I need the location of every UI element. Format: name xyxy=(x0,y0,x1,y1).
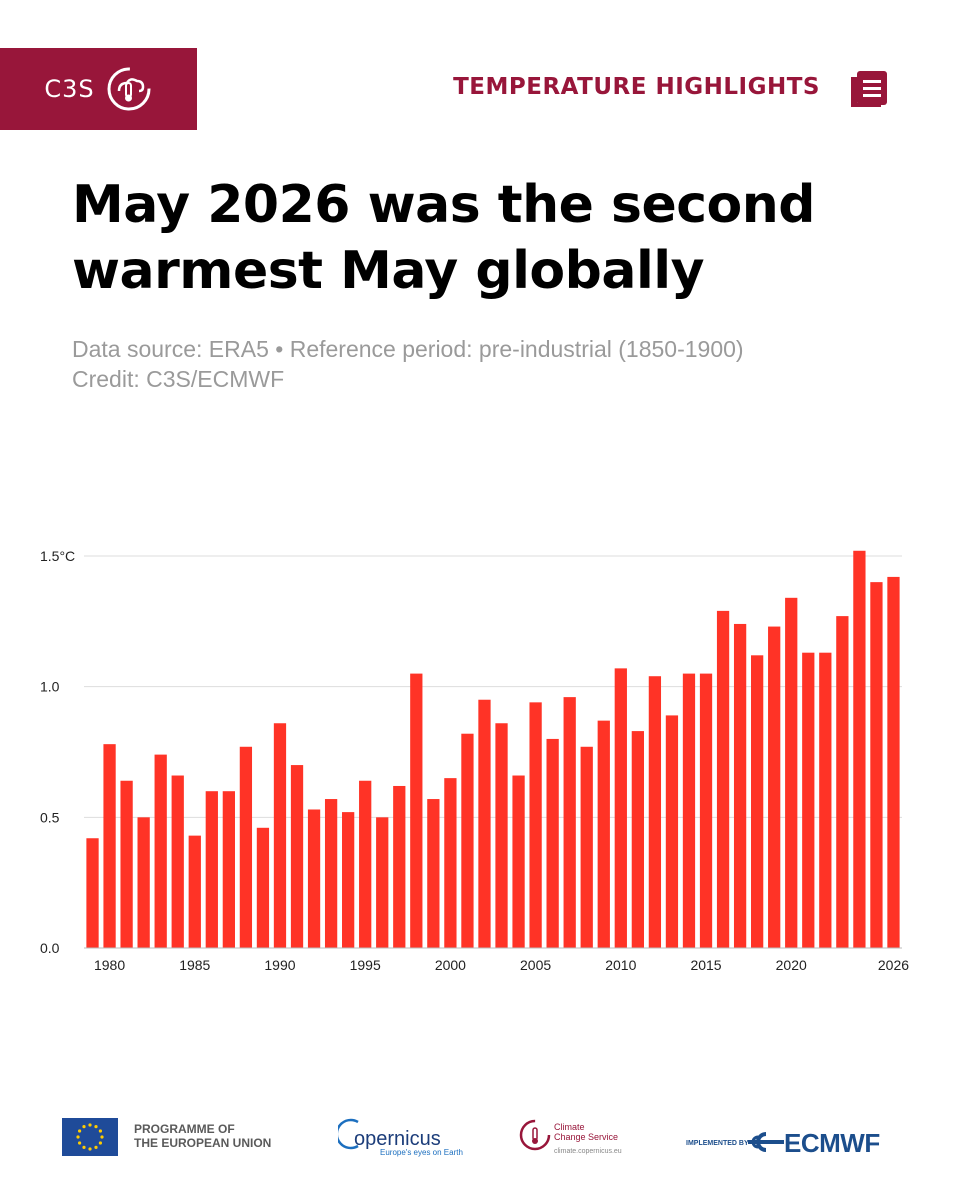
x-tick-label: 1990 xyxy=(264,957,295,973)
brand-banner: C3S xyxy=(0,48,197,130)
eu-line-1: PROGRAMME OF xyxy=(134,1122,235,1136)
bar-1981 xyxy=(120,780,133,948)
ccs-line-2: Change Service xyxy=(554,1132,619,1142)
eu-line-2: THE EUROPEAN UNION xyxy=(134,1136,272,1150)
bar-2007 xyxy=(563,697,576,948)
x-tick-label: 2015 xyxy=(690,957,721,973)
bar-2013 xyxy=(665,715,679,948)
bar-2014 xyxy=(682,673,696,948)
document-icon xyxy=(851,71,887,107)
x-tick-label: 2026 xyxy=(878,957,909,973)
x-tick-label: 1995 xyxy=(350,957,381,973)
bar-2017 xyxy=(733,623,747,948)
bar-2018 xyxy=(751,655,764,948)
footer: PROGRAMME OF THE EUROPEAN UNION opernicu… xyxy=(0,1110,960,1170)
y-tick-label: 0.5 xyxy=(40,809,60,825)
bar-chart: 0.0 0.5 1.0 1.5°C 1980 1985 1990 1995 2000 2005 20… xyxy=(40,548,909,973)
ecmwf-logo-icon xyxy=(748,1132,784,1152)
eu-programme-label: PROGRAMME OF THE EUROPEAN UNION xyxy=(134,1122,271,1150)
x-tick-label: 2020 xyxy=(776,957,807,973)
page-title: May 2026 was the second warmest May glob… xyxy=(72,175,816,301)
bar-2025 xyxy=(870,582,883,948)
c3s-thermometer-icon xyxy=(107,67,151,111)
bar-2020 xyxy=(785,597,798,948)
bar-1997 xyxy=(393,785,406,948)
bar-1999 xyxy=(427,799,440,948)
bar-2002 xyxy=(478,699,491,948)
bar-2004 xyxy=(512,775,525,948)
x-tick-label: 1985 xyxy=(179,957,210,973)
bar-2008 xyxy=(580,746,593,948)
x-tick-label: 2005 xyxy=(520,957,551,973)
x-tick-label: 2010 xyxy=(605,957,636,973)
bar-1984 xyxy=(171,775,184,948)
bar-2000 xyxy=(444,778,457,948)
x-tick-label: 1980 xyxy=(94,957,125,973)
ccs-label: Climate Change Service xyxy=(554,1122,618,1142)
data-source-line: Data source: ERA5 • Reference period: pr… xyxy=(72,336,744,362)
bar-1987 xyxy=(222,791,235,948)
bar-1996 xyxy=(376,817,389,948)
bar-2015 xyxy=(699,673,713,948)
copernicus-wordmark: opernicus xyxy=(354,1128,441,1150)
ccs-url: climate.copernicus.eu xyxy=(554,1148,622,1155)
bar-1980 xyxy=(103,744,116,948)
chart-subtitle: Data source: ERA5 • Reference period: pr… xyxy=(72,334,744,394)
bar-1979 xyxy=(86,838,99,948)
bar-1998 xyxy=(410,673,423,948)
bar-2003 xyxy=(495,723,508,948)
x-tick-label: 2000 xyxy=(435,957,466,973)
copernicus-tagline: Europe's eyes on Earth xyxy=(380,1148,463,1157)
bar-1992 xyxy=(307,809,321,948)
bar-1994 xyxy=(342,812,355,948)
bar-1983 xyxy=(154,754,167,948)
y-tick-label: 0.0 xyxy=(40,940,60,956)
credit-line: Credit: C3S/ECMWF xyxy=(72,366,285,392)
copernicus-logo-icon xyxy=(338,1118,359,1150)
bar-1988 xyxy=(239,746,253,948)
eu-flag-icon xyxy=(62,1118,118,1156)
bar-2024 xyxy=(853,550,866,948)
bar-2011 xyxy=(631,731,644,948)
ecmwf-wordmark: ECMWF xyxy=(784,1128,880,1158)
bar-1989 xyxy=(256,827,270,948)
climate-change-service-icon xyxy=(519,1119,551,1151)
y-tick-label: 1.0 xyxy=(40,679,60,695)
bar-1991 xyxy=(290,765,304,948)
bar-1995 xyxy=(359,780,372,948)
brand-label: C3S xyxy=(44,75,95,103)
bar-1986 xyxy=(205,791,218,948)
y-tick-label: 1.5°C xyxy=(40,548,75,564)
bar-2023 xyxy=(836,616,849,948)
bar-2016 xyxy=(716,610,730,948)
ccs-line-1: Climate xyxy=(554,1122,585,1132)
bar-2009 xyxy=(597,720,610,948)
bar-2005 xyxy=(529,702,542,948)
bar-1985 xyxy=(188,835,201,948)
bar-1993 xyxy=(324,799,338,948)
implemented-by-label: IMPLEMENTED BY xyxy=(686,1140,749,1147)
bar-2021 xyxy=(802,652,815,948)
bar-2010 xyxy=(614,668,627,948)
bar-1990 xyxy=(273,723,287,948)
bar-2026 xyxy=(887,576,900,948)
bar-2012 xyxy=(648,676,662,948)
section-label: TEMPERATURE HIGHLIGHTS xyxy=(453,74,820,100)
bar-1982 xyxy=(137,817,150,948)
bar-2019 xyxy=(768,626,781,948)
bar-2001 xyxy=(461,733,474,948)
bar-2006 xyxy=(546,738,559,948)
bar-2022 xyxy=(819,652,832,948)
